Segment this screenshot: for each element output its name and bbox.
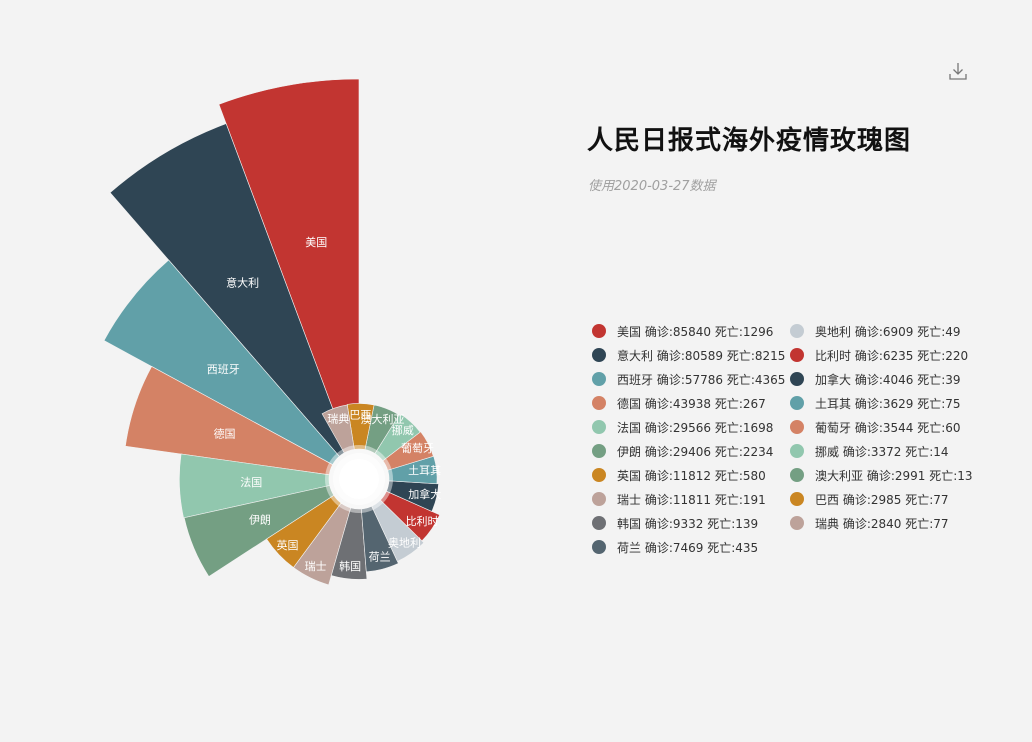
legend-item-9[interactable]: 荷兰 确诊:7469 死亡:435 — [592, 538, 790, 556]
chart-title: 人民日报式海外疫情玫瑰图 — [587, 126, 912, 156]
rose-label-5: 伊朗 — [249, 514, 271, 527]
legend-item-17[interactable]: 巴西 确诊:2985 死亡:77 — [790, 490, 990, 508]
legend-label: 英国 确诊:11812 死亡:580 — [617, 468, 766, 483]
legend-marker — [790, 324, 804, 338]
legend-item-3[interactable]: 德国 确诊:43938 死亡:267 — [592, 394, 790, 412]
legend-marker — [592, 516, 606, 530]
legend-marker — [790, 348, 804, 362]
legend-label: 西班牙 确诊:57786 死亡:4365 — [617, 372, 786, 387]
legend-marker — [790, 420, 804, 434]
legend-item-7[interactable]: 瑞士 确诊:11811 死亡:191 — [592, 490, 790, 508]
legend-item-2[interactable]: 西班牙 确诊:57786 死亡:4365 — [592, 370, 790, 388]
legend-label: 比利时 确诊:6235 死亡:220 — [815, 348, 969, 363]
rose-sector-3[interactable] — [125, 366, 334, 476]
legend-item-5[interactable]: 伊朗 确诊:29406 死亡:2234 — [592, 442, 790, 460]
rose-label-12: 加拿大 — [408, 487, 441, 501]
legend-marker — [592, 420, 606, 434]
legend-label: 伊朗 确诊:29406 死亡:2234 — [617, 444, 774, 459]
rose-label-3: 德国 — [214, 427, 236, 441]
rose-sector-9[interactable] — [361, 505, 399, 573]
rose-label-9: 荷兰 — [369, 550, 391, 563]
legend-item-18[interactable]: 瑞典 确诊:2840 死亡:77 — [790, 514, 990, 532]
legend-label: 加拿大 确诊:4046 死亡:39 — [815, 372, 961, 387]
legend: 美国 确诊:85840 死亡:1296 意大利 确诊:80589 死亡:8215 西… — [592, 322, 990, 556]
legend-label: 奥地利 确诊:6909 死亡:49 — [815, 324, 961, 339]
legend-label: 瑞士 确诊:11811 死亡:191 — [617, 492, 766, 507]
legend-marker — [592, 324, 606, 338]
legend-label: 法国 确诊:29566 死亡:1698 — [617, 420, 774, 435]
rose-label-10: 奥地利 — [388, 535, 421, 549]
legend-marker — [790, 468, 804, 482]
legend-item-0[interactable]: 美国 确诊:85840 死亡:1296 — [592, 322, 790, 340]
rose-sector-12[interactable] — [386, 480, 439, 512]
legend-item-14[interactable]: 葡萄牙 确诊:3544 死亡:60 — [790, 418, 990, 436]
legend-marker — [790, 444, 804, 458]
legend-marker — [592, 348, 606, 362]
rose-label-6: 英国 — [277, 538, 299, 552]
rose-label-16: 澳大利亚 — [361, 412, 405, 426]
rose-sector-14[interactable] — [382, 431, 434, 471]
rose-label-1: 意大利 — [226, 275, 259, 289]
legend-label: 美国 确诊:85840 死亡:1296 — [617, 324, 774, 339]
legend-marker — [790, 492, 804, 506]
legend-marker — [592, 396, 606, 410]
legend-label: 韩国 确诊:9332 死亡:139 — [617, 516, 759, 531]
rose-sector-17[interactable] — [346, 403, 375, 450]
legend-item-15[interactable]: 挪威 确诊:3372 死亡:14 — [790, 442, 990, 460]
legend-item-11[interactable]: 比利时 确诊:6235 死亡:220 — [790, 346, 990, 364]
rose-sector-10[interactable] — [371, 499, 425, 562]
legend-item-1[interactable]: 意大利 确诊:80589 死亡:8215 — [592, 346, 790, 364]
rose-label-11: 比利时 — [406, 515, 439, 528]
legend-item-10[interactable]: 奥地利 确诊:6909 死亡:49 — [790, 322, 990, 340]
download-icon[interactable] — [947, 60, 969, 82]
rose-sector-13[interactable] — [387, 455, 438, 485]
rose-sector-11[interactable] — [379, 490, 441, 542]
legend-label: 德国 确诊:43938 死亡:267 — [617, 396, 766, 411]
legend-marker — [790, 396, 804, 410]
rose-label-18: 瑞典 — [327, 412, 349, 426]
legend-marker — [592, 540, 606, 554]
rose-label-14: 葡萄牙 — [401, 442, 434, 455]
rose-sector-15[interactable] — [374, 413, 421, 462]
rose-label-13: 土耳其 — [408, 464, 441, 477]
legend-label: 葡萄牙 确诊:3544 死亡:60 — [815, 420, 961, 435]
legend-label: 荷兰 确诊:7469 死亡:435 — [617, 540, 759, 555]
rose-label-4: 法国 — [240, 475, 262, 489]
legend-item-6[interactable]: 英国 确诊:11812 死亡:580 — [592, 466, 790, 484]
rose-sector-18[interactable] — [321, 404, 355, 454]
legend-marker — [592, 492, 606, 506]
legend-marker — [592, 468, 606, 482]
legend-label: 巴西 确诊:2985 死亡:77 — [815, 492, 949, 507]
rose-label-15: 挪威 — [392, 423, 414, 437]
legend-marker — [790, 516, 804, 530]
rose-sector-4[interactable] — [179, 453, 331, 519]
inner-ring — [339, 459, 379, 499]
rose-sector-2[interactable] — [103, 259, 340, 466]
legend-label: 瑞典 确诊:2840 死亡:77 — [815, 516, 949, 531]
rose-label-7: 瑞士 — [305, 559, 327, 573]
legend-label: 土耳其 确诊:3629 死亡:75 — [815, 396, 961, 411]
rose-sector-8[interactable] — [330, 507, 368, 580]
chart-subtitle: 使用2020-03-27数据 — [588, 179, 716, 194]
rose-sector-5[interactable] — [183, 485, 335, 577]
legend-marker — [790, 372, 804, 386]
legend-item-4[interactable]: 法国 确诊:29566 死亡:1698 — [592, 418, 790, 436]
legend-label: 澳大利亚 确诊:2991 死亡:13 — [815, 468, 973, 483]
rose-label-2: 西班牙 — [207, 363, 240, 376]
legend-marker — [592, 444, 606, 458]
legend-label: 挪威 确诊:3372 死亡:14 — [815, 444, 949, 459]
rose-label-0: 美国 — [305, 236, 327, 249]
legend-item-12[interactable]: 加拿大 确诊:4046 死亡:39 — [790, 370, 990, 388]
legend-item-16[interactable]: 澳大利亚 确诊:2991 死亡:13 — [790, 466, 990, 484]
legend-item-8[interactable]: 韩国 确诊:9332 死亡:139 — [592, 514, 790, 532]
rose-sector-1[interactable] — [109, 123, 349, 457]
legend-marker — [592, 372, 606, 386]
rose-label-17: 巴西 — [349, 408, 371, 421]
rose-label-8: 韩国 — [339, 559, 361, 573]
legend-label: 意大利 确诊:80589 死亡:8215 — [617, 348, 786, 363]
legend-item-13[interactable]: 土耳其 确诊:3629 死亡:75 — [790, 394, 990, 412]
rose-sector-7[interactable] — [293, 502, 352, 586]
